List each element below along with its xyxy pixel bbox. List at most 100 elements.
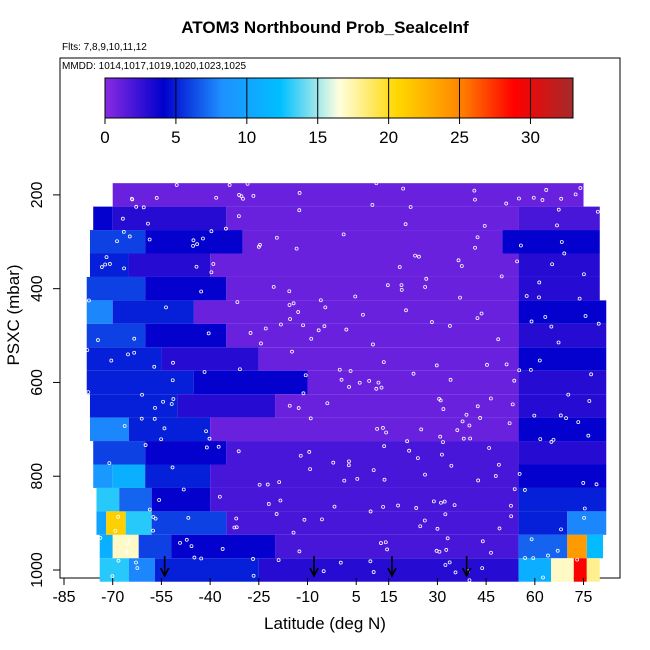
observation-point [448, 377, 453, 382]
observation-point [127, 234, 132, 239]
observation-point [381, 360, 386, 365]
observation-point [320, 517, 324, 522]
observation-point [519, 243, 523, 248]
observation-point [582, 272, 586, 277]
colorbar: 0 5 10 15 20 25 30 [100, 77, 574, 147]
observation-point [475, 316, 480, 320]
observation-point [174, 183, 179, 187]
observation-point [587, 399, 592, 403]
chart-subtitle-flights: Flts: 7,8,9,10,11,12 [62, 42, 147, 53]
heatmap-cell [89, 417, 129, 442]
observation-point [251, 573, 256, 578]
latitude-arrows [159, 556, 472, 578]
observation-point [405, 439, 410, 444]
observation-point [209, 229, 214, 234]
observation-point [287, 303, 292, 307]
observation-point [291, 530, 296, 535]
heatmap-cell [119, 487, 152, 512]
observation-point [375, 426, 379, 431]
observation-point [236, 449, 241, 454]
observation-point [121, 230, 126, 234]
observation-point [430, 320, 434, 324]
heatmap-cell [96, 487, 120, 512]
observation-point [575, 557, 580, 562]
observation-point [543, 315, 548, 319]
observation-point [485, 362, 489, 367]
colorbar-tick-label: 30 [521, 128, 540, 147]
observation-point [353, 294, 358, 299]
observation-point [181, 487, 186, 492]
observation-point [515, 259, 520, 264]
observation-point [559, 240, 564, 244]
x-tick-label: 15 [380, 589, 398, 606]
observation-point [120, 216, 125, 221]
observation-point [217, 494, 222, 499]
observation-point [582, 515, 587, 520]
observation-point [496, 337, 501, 342]
observation-point [291, 301, 296, 306]
heatmap-cell [518, 511, 568, 535]
observation-point [99, 265, 104, 269]
observation-point [227, 183, 232, 187]
heatmap-cell [242, 230, 503, 254]
observation-point [161, 399, 165, 404]
observation-point [423, 472, 427, 477]
observation-point [151, 528, 155, 533]
observation-point [157, 498, 161, 502]
observation-point [459, 264, 464, 268]
heatmap-cell [567, 534, 587, 559]
heatmap-cell [86, 276, 146, 301]
observation-point [482, 224, 487, 228]
observation-point [461, 436, 466, 441]
observation-point [287, 403, 292, 408]
observation-point [207, 436, 212, 441]
observation-point [266, 502, 271, 506]
observation-point [399, 287, 404, 292]
observation-point [467, 578, 472, 583]
observation-point [346, 463, 351, 468]
observation-point [316, 328, 321, 333]
observation-point [216, 444, 221, 449]
heatmap-cell [518, 300, 607, 324]
observation-point [504, 362, 509, 367]
observation-point [383, 540, 388, 545]
heatmap-cell [86, 323, 146, 348]
observation-point [278, 498, 283, 503]
heatmap-cell [128, 417, 211, 442]
heatmap-cell [145, 464, 211, 488]
heatmap-cell [93, 464, 113, 488]
heatmap-cell [210, 417, 519, 442]
heatmap-cell [518, 323, 607, 348]
heatmap-cell [145, 276, 227, 301]
observation-point [381, 504, 386, 509]
observation-point [509, 503, 513, 508]
observation-point [480, 539, 485, 544]
observation-point [517, 196, 521, 201]
observation-point [178, 540, 182, 545]
observation-point [134, 560, 138, 565]
observation-point [537, 295, 541, 300]
observation-point [152, 364, 157, 369]
observation-point [201, 236, 205, 241]
observation-point [288, 317, 292, 321]
observation-point [559, 196, 564, 201]
observation-point [555, 223, 559, 228]
heatmap-cell [151, 511, 227, 535]
observation-point [85, 348, 90, 353]
observation-point [347, 384, 351, 389]
observation-point [107, 461, 112, 466]
observation-point [241, 196, 245, 201]
observation-point [559, 527, 563, 532]
observation-point [296, 310, 301, 314]
heatmap-cell [112, 534, 139, 559]
observation-point [384, 430, 389, 435]
heatmap-cell [112, 464, 146, 488]
observation-point [235, 300, 240, 305]
x-tick-label: 5 [352, 589, 361, 606]
observation-point [397, 265, 402, 269]
observation-point [509, 514, 514, 519]
observation-point [337, 367, 342, 372]
observation-point [135, 566, 140, 570]
observation-point [307, 450, 312, 454]
